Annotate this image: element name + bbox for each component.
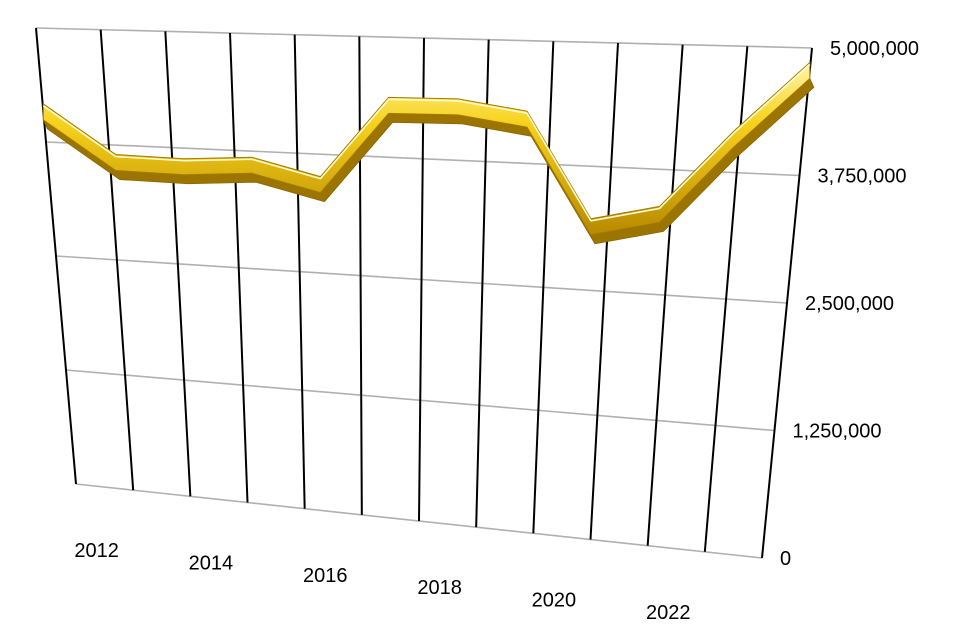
y-tick-label: 1,250,000 [793,421,882,443]
data-point [732,138,735,141]
data-point [457,105,460,108]
x-tick-label: 2020 [532,589,577,611]
data-point [589,225,592,228]
v-gridline [646,44,684,546]
x-tick-label: 2014 [189,552,234,574]
data-point [808,69,811,72]
y-axis-tick-labels: 0 1,250,000 2,500,000 3,750,000 5,000,000 [780,38,919,570]
v-gridline [589,42,619,540]
v-gridline [229,32,249,503]
y-tick-label: 3,750,000 [818,166,907,188]
data-point [526,118,529,121]
data-point [182,165,185,168]
v-gridline [99,29,135,491]
x-tick-label: 2022 [646,602,691,624]
data-point [250,164,253,167]
x-tick-label: 2012 [74,540,119,562]
y-tick-label: 0 [780,548,791,570]
data-point [42,110,45,113]
series-line-highlight [42,63,811,222]
v-gridline [164,31,192,497]
v-gridline [35,27,77,485]
v-gridline [532,41,555,534]
y-tick-label: 2,500,000 [805,293,894,315]
v-gridline [358,36,363,515]
y-tick-label: 5,000,000 [830,38,919,60]
v-gridline [703,46,749,552]
series-line [42,61,811,236]
x-tick-label: 2018 [417,577,462,599]
v-gridline [761,47,813,559]
data-point [319,183,322,186]
x-axis-tick-labels: 2012 2014 2016 2018 2020 2022 [74,540,690,624]
x-tick-label: 2016 [303,565,348,587]
data-point [114,161,117,164]
data-point [387,104,390,107]
series-group [42,61,815,245]
data-point [658,213,661,216]
v-gridline [293,34,306,509]
